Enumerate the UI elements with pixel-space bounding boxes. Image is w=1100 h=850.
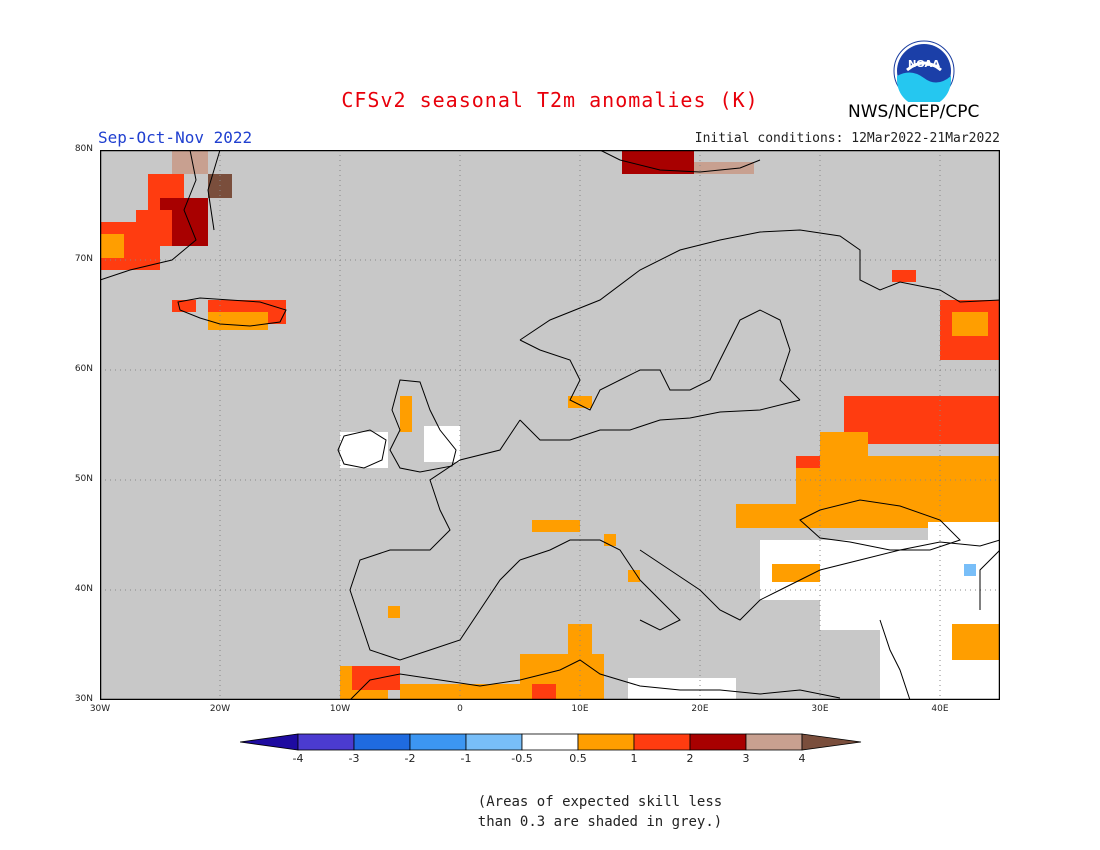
logo-text: NOAA (908, 59, 940, 70)
coastlines (100, 150, 1000, 700)
footnote-line: than 0.3 are shaded in grey.) (477, 814, 723, 830)
map-frame (100, 150, 1000, 700)
legend-swatch (409, 733, 467, 751)
legend-swatch (353, 733, 411, 751)
noaa-logo-icon: NOAA (893, 40, 955, 102)
lat-label: 40N (74, 584, 93, 594)
lon-label: 10W (329, 704, 351, 714)
lon-label: 30W (89, 704, 111, 714)
lat-label: 70N (74, 254, 93, 264)
legend-label: 2 (686, 752, 694, 765)
legend-swatch (689, 733, 747, 751)
legend-label: -2 (404, 752, 416, 765)
legend-swatch (465, 733, 523, 751)
legend-swatch (577, 733, 635, 751)
legend-swatch (633, 733, 691, 751)
map-gridlines (100, 150, 1000, 700)
lat-label: 50N (74, 474, 93, 484)
anomaly-map (100, 150, 1000, 700)
legend-label: -3 (348, 752, 360, 765)
legend-swatch (297, 733, 355, 751)
lon-label: 30E (811, 704, 829, 714)
legend-label: -0.5 (511, 752, 533, 765)
legend-swatch (745, 733, 803, 751)
footnote-line: (Areas of expected skill less (477, 794, 723, 810)
season-label: Sep-Oct-Nov 2022 (98, 128, 253, 147)
legend-label: 3 (742, 752, 750, 765)
legend-label: -4 (292, 752, 304, 765)
legend-label: 0.5 (569, 752, 587, 765)
lon-label: 20W (209, 704, 231, 714)
color-legend (240, 733, 862, 751)
lat-label: 60N (74, 364, 93, 374)
organization-label: NWS/NCEP/CPC (848, 102, 980, 122)
map-title: CFSv2 seasonal T2m anomalies (K) (341, 88, 759, 112)
lat-label: 30N (74, 694, 93, 704)
lon-label: 20E (691, 704, 709, 714)
legend-label: 1 (630, 752, 638, 765)
skill-footnote: (Areas of expected skill less than 0.3 a… (440, 792, 760, 832)
lat-label: 80N (74, 144, 93, 154)
lon-label: 40E (931, 704, 949, 714)
lon-label: 0 (457, 704, 463, 714)
legend-label: -1 (460, 752, 472, 765)
legend-swatch (240, 733, 299, 751)
lon-label: 10E (571, 704, 589, 714)
legend-swatch (521, 733, 579, 751)
legend-label: 4 (798, 752, 806, 765)
initial-conditions-label: Initial conditions: 12Mar2022-21Mar2022 (694, 131, 1000, 146)
legend-swatch (801, 733, 862, 751)
